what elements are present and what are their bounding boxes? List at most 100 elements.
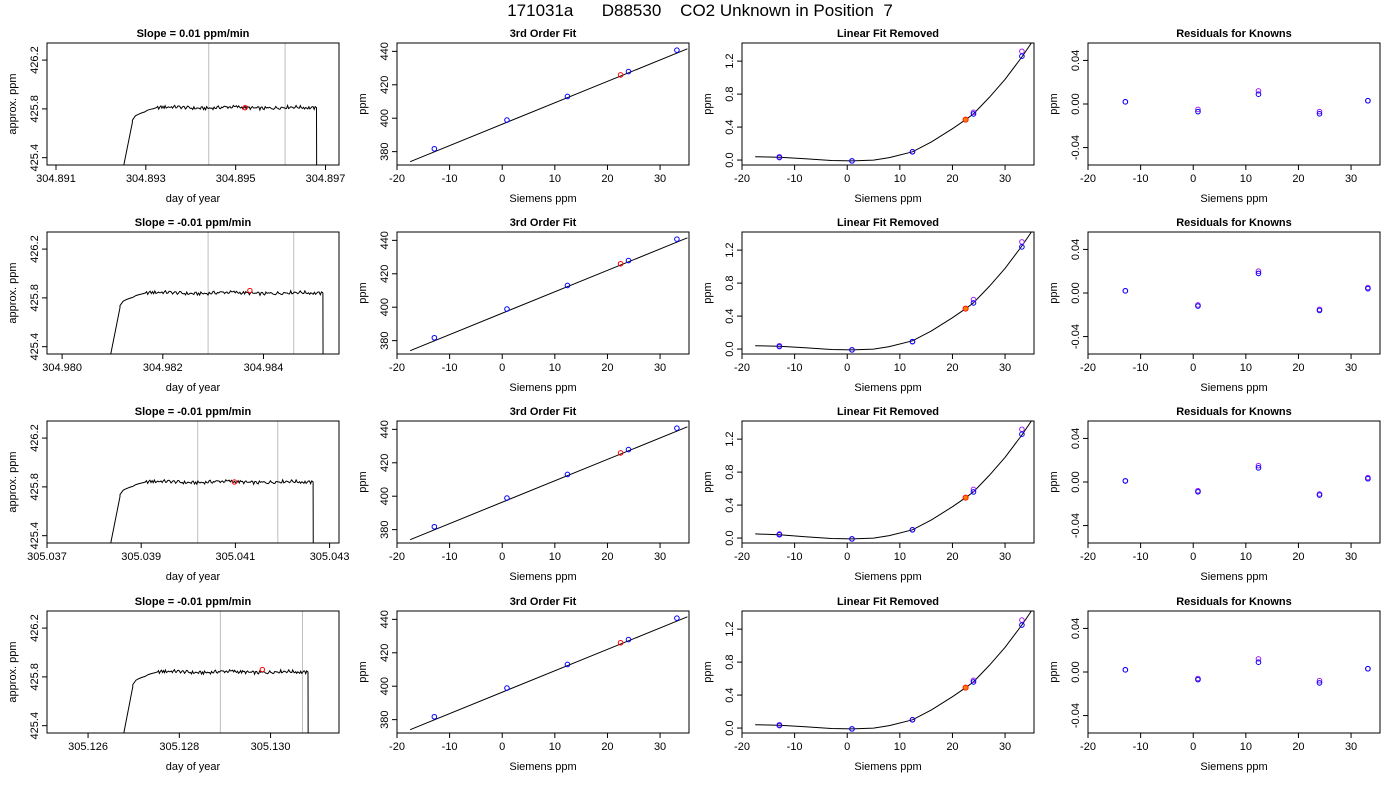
residual-point: [1122, 288, 1129, 294]
residual-point: [1195, 676, 1201, 683]
x-axis-label: day of year: [166, 761, 221, 773]
known-point: [909, 338, 916, 345]
chart-title: Linear Fit Removed: [837, 406, 939, 418]
timeseries-line: [110, 289, 324, 354]
known-point: [431, 145, 438, 152]
x-tick-label: 0: [499, 741, 505, 753]
known-point: [431, 713, 438, 720]
y-tick-label: 420: [379, 265, 391, 283]
x-tick-label: 30: [1345, 173, 1357, 185]
plot-data: [755, 43, 1032, 164]
x-tick-label: 30: [1345, 741, 1357, 753]
plot-frame: [1087, 231, 1381, 355]
residual-point: [1316, 492, 1323, 498]
chart-title: Slope = -0.01 ppm/min: [135, 596, 252, 608]
x-tick-label: 30: [999, 551, 1011, 563]
plot-frame: [741, 42, 1035, 166]
plot-frame: [396, 420, 690, 544]
y-axis-label: ppm: [1048, 661, 1060, 682]
residual-curve: [755, 421, 1032, 540]
x-tick-label: -10: [787, 362, 803, 374]
plot-data: [409, 425, 688, 541]
x-tick-label: 305.037: [27, 551, 67, 563]
x-tick-label: 305.128: [159, 741, 199, 753]
chart-title: Slope = -0.01 ppm/min: [135, 217, 252, 229]
x-tick-label: 305.041: [216, 551, 256, 563]
known-point: [564, 471, 571, 478]
plot-data: [409, 236, 688, 352]
x-tick-label: 20: [601, 362, 613, 374]
plot-frame: [396, 42, 690, 166]
y-tick-label: 400: [379, 298, 391, 316]
unknown-point: [962, 116, 969, 123]
residual-point: [1122, 478, 1129, 484]
residual-point: [1255, 91, 1262, 97]
x-tick-label: 10: [894, 173, 906, 185]
x-axis-label: Siemens ppm: [854, 761, 921, 773]
x-tick-label: -10: [787, 741, 803, 753]
residual-curve: [755, 232, 1032, 351]
x-tick-label: 305.126: [68, 741, 108, 753]
known-point: [625, 257, 632, 264]
y-axis-label: ppm: [357, 661, 369, 682]
y-tick-label: 440: [379, 42, 391, 60]
x-axis-label: day of year: [166, 382, 221, 394]
x-tick-label: -20: [734, 173, 750, 185]
y-tick-label: 0.04: [1070, 428, 1082, 449]
x-tick-label: 30: [654, 741, 666, 753]
x-tick-label: 20: [601, 551, 613, 563]
figure-title: 171031a D88530 CO2 Unknown in Position 7: [507, 1, 893, 20]
x-tick-label: 10: [549, 362, 561, 374]
y-axis-label: ppm: [702, 661, 714, 682]
known-point: [909, 717, 916, 723]
x-tick-label: 304.893: [126, 173, 166, 185]
y-tick-label: -0.04: [1070, 135, 1082, 160]
plot-frame: [46, 420, 340, 544]
x-tick-label: 0: [844, 551, 850, 563]
y-tick-label: 425.8: [29, 284, 41, 312]
x-tick-label: 30: [654, 551, 666, 563]
y-tick-label: 400: [379, 487, 391, 505]
y-tick-label: 1.2: [724, 53, 736, 68]
unknown-point: [617, 260, 624, 267]
residual-point-alt: [1316, 677, 1323, 684]
residual-curve: [755, 43, 1032, 162]
y-axis-label: ppm: [702, 471, 714, 492]
plot-frame: [1087, 610, 1381, 734]
fit-line: [409, 48, 688, 163]
known-point-alt: [970, 486, 977, 493]
x-tick-label: 20: [946, 551, 958, 563]
x-axis-label: Siemens ppm: [509, 193, 576, 205]
chart-title: Residuals for Knowns: [1176, 596, 1292, 608]
x-axis-label: Siemens ppm: [1200, 193, 1267, 205]
known-point: [776, 531, 783, 538]
x-tick-label: 305.130: [251, 741, 291, 753]
y-tick-label: 426.2: [29, 46, 41, 74]
x-tick-label: 30: [654, 362, 666, 374]
chart-title: Residuals for Knowns: [1176, 28, 1292, 40]
x-tick-label: -20: [389, 173, 405, 185]
known-point: [849, 536, 855, 542]
chart-panel-r3c1: 3rd Order Fit -20 -10 0 10 20 30 380 400 420 440 Si…: [357, 596, 690, 773]
residual-point: [1316, 680, 1323, 686]
residual-point: [1255, 465, 1262, 471]
x-tick-label: -20: [1080, 362, 1096, 374]
unknown-marker: [247, 287, 253, 294]
known-point: [625, 636, 632, 643]
known-point-alt: [970, 677, 977, 684]
chart-title: 3rd Order Fit: [510, 596, 577, 608]
x-axis-label: day of year: [166, 193, 221, 205]
x-tick-label: -10: [442, 741, 458, 753]
x-tick-label: -20: [1080, 741, 1096, 753]
timeseries-line: [110, 478, 314, 543]
known-point: [849, 347, 855, 353]
residual-point: [1255, 659, 1262, 665]
y-tick-label: 425.4: [29, 333, 41, 361]
residual-curve: [755, 611, 1032, 730]
plot-data: [755, 421, 1032, 542]
x-tick-label: 30: [999, 741, 1011, 753]
y-tick-label: 380: [379, 520, 391, 538]
y-tick-label: 425.4: [29, 144, 41, 172]
y-tick-label: 420: [379, 76, 391, 94]
x-tick-label: -20: [734, 362, 750, 374]
